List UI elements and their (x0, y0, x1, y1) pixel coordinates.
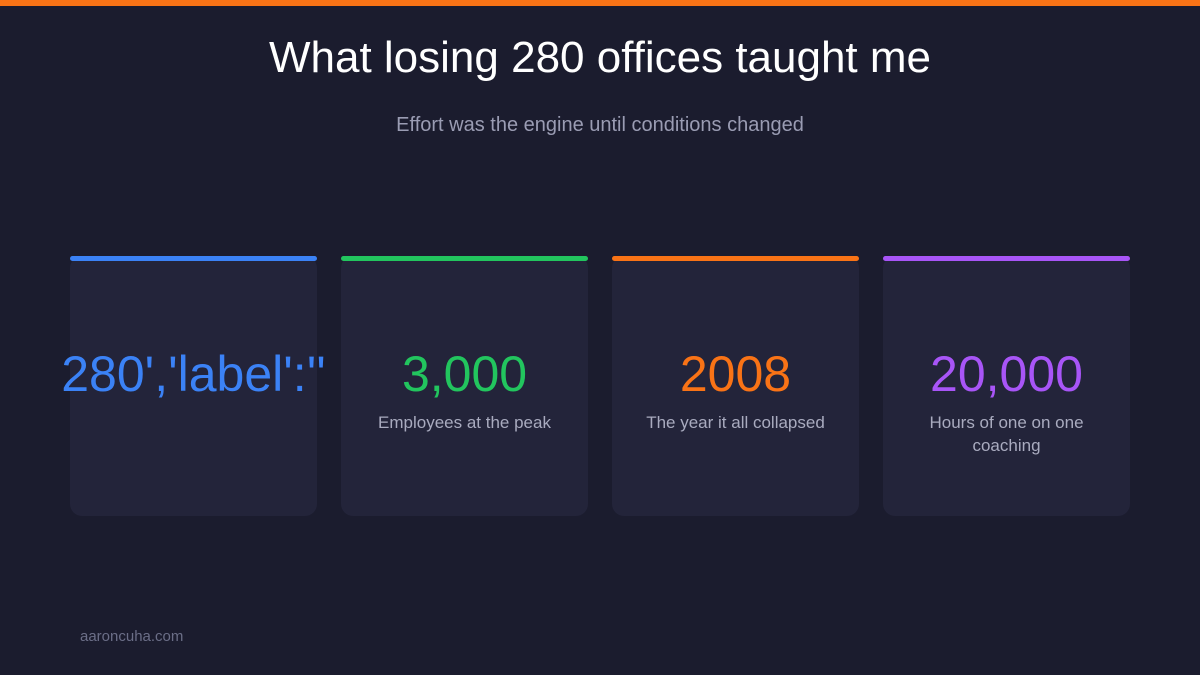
stat-label: The year it all collapsed (646, 413, 825, 432)
stat-card: 280','label':'' (61, 256, 326, 516)
stat-card: 2008 The year it all collapsed (612, 256, 859, 516)
accent-bar (0, 0, 1200, 6)
card-bar (612, 256, 859, 261)
card-bar (341, 256, 588, 261)
stat-value: 2008 (679, 346, 792, 402)
stat-value: 20,000 (930, 346, 1083, 402)
stat-card: 3,000 Employees at the peak (341, 256, 588, 516)
subtitle: Effort was the engine until conditions c… (396, 114, 804, 136)
stat-card: 20,000 Hours of one on one coaching (883, 256, 1130, 516)
stat-label: Hours of one on one coaching (929, 413, 1084, 455)
stat-value: 3,000 (401, 346, 528, 402)
card-bar (883, 256, 1130, 261)
card-bar (70, 256, 317, 261)
stat-value: 280','label':'' (61, 346, 326, 402)
stat-label: Employees at the peak (378, 413, 551, 432)
title: What losing 280 offices taught me (268, 33, 932, 82)
footer: aaroncuha.com (80, 628, 184, 645)
